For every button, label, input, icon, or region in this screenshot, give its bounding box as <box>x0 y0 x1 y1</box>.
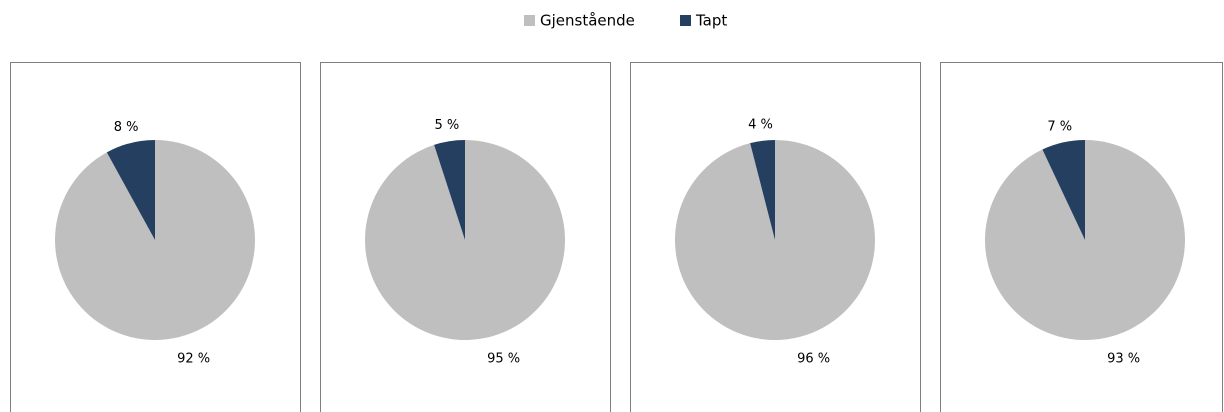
data-label: 93 % <box>1107 351 1140 366</box>
chart-frame <box>10 62 301 412</box>
pie-slice <box>1042 140 1085 240</box>
legend-label: Tapt <box>695 12 727 30</box>
pie-slice <box>674 140 875 340</box>
data-label: 5 % <box>434 118 459 133</box>
pie-slice <box>106 140 155 240</box>
data-label: 96 % <box>797 351 830 366</box>
legend-swatch <box>680 15 691 26</box>
data-label: 4 % <box>748 117 773 132</box>
legend-swatch <box>524 15 535 26</box>
chart-frame <box>630 62 921 412</box>
data-label: 7 % <box>1047 119 1072 134</box>
pie-slice <box>434 140 465 240</box>
data-label: 95 % <box>487 351 520 366</box>
chart-frame <box>320 62 611 412</box>
data-label: 8 % <box>114 120 139 135</box>
chart-frame <box>940 62 1223 412</box>
pie-slice <box>750 140 775 240</box>
data-label: 92 % <box>177 351 210 366</box>
legend-label: Gjenstående <box>540 12 635 30</box>
